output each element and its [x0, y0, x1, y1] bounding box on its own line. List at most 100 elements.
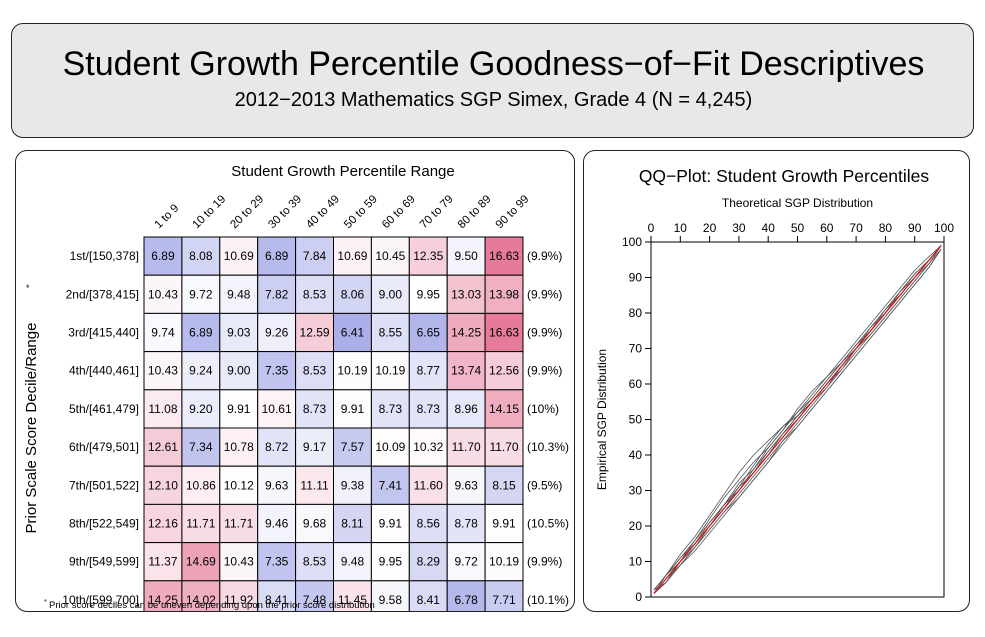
column-label: 90 to 99 [494, 193, 532, 231]
column-label: 70 to 79 [418, 193, 456, 231]
column-label: 40 to 49 [304, 193, 342, 231]
cell-value: 8.53 [303, 555, 327, 569]
x-tick-label: 100 [934, 221, 954, 235]
cell-value: 8.08 [189, 249, 213, 263]
cell-value: 10.09 [375, 440, 405, 454]
qq-title: QQ−Plot: Student Growth Percentiles [639, 166, 930, 186]
cell-value: 8.29 [417, 555, 441, 569]
row-percent: (10.5%) [527, 517, 569, 531]
footnote-marker: * [44, 599, 47, 606]
column-label: 30 to 39 [266, 193, 304, 231]
cell-value: 9.74 [151, 326, 175, 340]
row-label: 5th/[461,479] [69, 402, 139, 416]
column-label: 20 to 29 [228, 193, 266, 231]
qq-x-axis-label: Theoretical SGP Distribution [722, 196, 873, 210]
cell-value: 8.77 [417, 364, 441, 378]
qq-empirical-curve [653, 245, 942, 594]
cell-value: 7.71 [492, 593, 516, 607]
heatmap-cell [181, 274, 221, 314]
qq-empirical-curve [653, 248, 942, 594]
cell-value: 8.78 [454, 517, 478, 531]
cell-value: 11.37 [148, 555, 177, 569]
cell-value: 10.61 [262, 402, 292, 416]
row-percent: (9.9%) [527, 555, 562, 569]
heatmap-cell [143, 236, 183, 276]
heatmap-cell [333, 580, 372, 611]
cell-value: 8.11 [341, 517, 364, 531]
cell-value: 9.91 [227, 402, 251, 416]
growth-percentile-heatmap: Student Growth Percentile Range 1 to 9 10 … [23, 163, 569, 611]
cell-value: 10.69 [337, 249, 367, 263]
x-tick-label: 20 [703, 221, 717, 235]
cell-value: 10.45 [375, 249, 405, 263]
cell-value: 9.72 [454, 555, 478, 569]
x-tick-label: 50 [791, 221, 805, 235]
cell-value: 8.55 [379, 326, 403, 340]
heatmap-cell [219, 503, 259, 544]
qq-plot: QQ−Plot: Student Growth Percentiles Theor… [595, 166, 954, 604]
cell-value: 9.48 [227, 287, 251, 301]
row-label: 9th/[549,599] [69, 555, 139, 569]
x-tick-label: 60 [820, 221, 834, 235]
heatmap-cell [408, 580, 448, 611]
cell-value: 8.15 [492, 478, 516, 492]
y-tick-label: 40 [629, 448, 643, 462]
cell-value: 8.73 [417, 402, 441, 416]
heatmap-cell [370, 312, 410, 353]
qq-y-axis-label: Empirical SGP Distribution [595, 349, 609, 490]
cell-value: 7.35 [265, 364, 289, 378]
cell-value: 10.12 [224, 478, 254, 492]
row-label: 4th/[440,461] [69, 364, 139, 378]
row-label: 7th/[501,522] [69, 478, 139, 492]
cell-value: 10.43 [224, 555, 254, 569]
heatmap-cell [181, 580, 221, 611]
cell-value: 7.34 [189, 440, 213, 454]
cell-value: 12.16 [148, 517, 178, 531]
cell-value: 11.70 [452, 440, 481, 454]
y-tick-label: 100 [622, 235, 642, 249]
header-panel: Student Growth Percentile Goodness−of−Fi… [11, 23, 974, 138]
heatmap-cell [257, 503, 297, 544]
cell-value: 6.89 [151, 249, 175, 263]
heatmap-cell [484, 274, 524, 314]
cell-value: 7.82 [265, 287, 289, 301]
cell-value: 6.89 [189, 326, 213, 340]
cell-value: 13.03 [451, 287, 481, 301]
cell-value: 7.57 [341, 440, 365, 454]
heatmap-cell [484, 389, 524, 429]
y-tick-label: 90 [629, 271, 643, 285]
heatmap-cell [333, 427, 372, 467]
cell-value: 10.19 [375, 364, 405, 378]
cell-value: 8.53 [303, 364, 327, 378]
cell-value: 9.95 [417, 287, 441, 301]
y-tick-label: 70 [629, 342, 643, 356]
heatmap-cell [143, 312, 183, 353]
x-tick-label: 40 [762, 221, 776, 235]
heatmap-cell [408, 542, 448, 582]
cell-value: 9.48 [341, 555, 365, 569]
qq-reference-line [653, 245, 942, 594]
cell-value: 9.63 [454, 478, 478, 492]
column-label: 10 to 19 [190, 193, 228, 231]
cell-value: 8.41 [265, 593, 289, 607]
heatmap-cell [295, 389, 335, 429]
column-label: 1 to 9 [153, 202, 182, 231]
page-title: Student Growth Percentile Goodness−of−Fi… [62, 45, 925, 83]
heatmap-cell [295, 542, 335, 582]
cell-value: 10.43 [148, 364, 178, 378]
heatmap-cell [408, 236, 448, 276]
heatmap-cell [484, 503, 524, 544]
heatmap-cell [257, 274, 297, 314]
heatmap-cell [484, 312, 524, 353]
heatmap-cell [446, 427, 486, 467]
heatmap-cell [143, 351, 183, 391]
heatmap-cell [257, 427, 297, 467]
cell-value: 10.32 [413, 440, 443, 454]
heatmap-cell [219, 427, 259, 467]
cell-value: 11.92 [224, 593, 253, 607]
heatmap-cell [143, 465, 183, 505]
y-tick-label: 20 [629, 519, 643, 533]
cell-value: 14.02 [186, 593, 216, 607]
cell-value: 9.72 [189, 287, 213, 301]
x-tick-label: 30 [732, 221, 746, 235]
